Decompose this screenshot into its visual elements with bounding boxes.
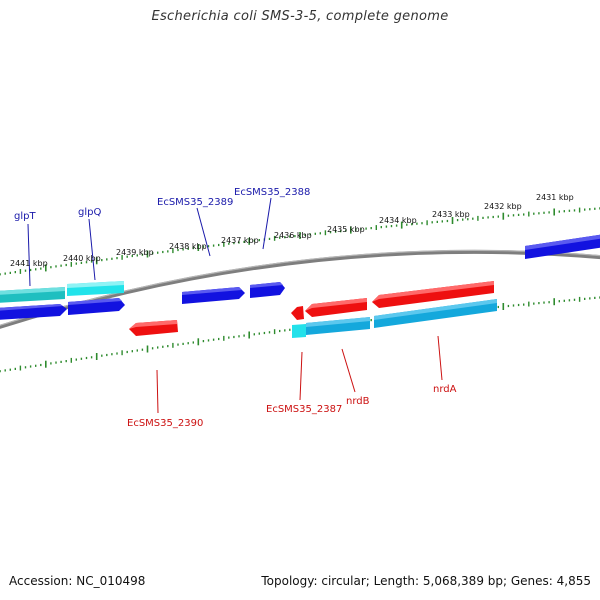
kbp-label: 2433 kbp (432, 210, 470, 219)
kbp-label-group: 2441 kbp 2440 kbp 2439 kbp 2438 kbp 2437… (10, 193, 574, 268)
kbp-label: 2436 kbp (274, 231, 312, 240)
accession-text: Accession: NC_010498 (9, 574, 146, 588)
nrdA-leader (437, 335, 443, 381)
forward-cds-track (0, 281, 124, 303)
label-leader-lines (27, 197, 443, 414)
reverse-cds-track (292, 299, 497, 338)
kbp-label: 2434 kbp (379, 216, 417, 225)
glpT-cds-shade (0, 287, 65, 295)
EcSMS35_2388-gene-shade (250, 282, 283, 288)
gene-label-EcSMS35_2389[interactable]: EcSMS35_2389 (157, 197, 233, 208)
kbp-label: 2432 kbp (484, 202, 522, 211)
glpT-leader (27, 223, 31, 287)
glpQ-gene-shade (68, 298, 122, 305)
nrdA-cds-shade (374, 299, 497, 320)
gene-label-glpT[interactable]: glpT (14, 211, 36, 222)
kbp-label: 2439 kbp (116, 248, 154, 257)
forward-gene-track (0, 234, 600, 320)
gene-label-nrdA[interactable]: nrdA (433, 384, 457, 395)
EcSMS35_2389-gene-shade (182, 287, 242, 295)
kbp-label: 2438 kbp (169, 242, 207, 251)
EcSMS35_2388-leader (262, 197, 272, 250)
glpQ-cds-shade (67, 281, 124, 288)
EcSMS35_2390-leader (156, 369, 159, 414)
nrdB-cds-shade (306, 317, 370, 327)
gene-label-EcSMS35_2388[interactable]: EcSMS35_2388 (234, 187, 310, 198)
reverse-gene-track (129, 281, 494, 336)
EcSMS35_2387-leader (299, 351, 303, 401)
kbp-label: 2435 kbp (327, 225, 365, 234)
kbp-label: 2441 kbp (10, 259, 48, 268)
nrdB-leader (341, 348, 356, 393)
kbp-label: 2437 kbp (221, 236, 259, 245)
nrdB-gene-shade (305, 298, 367, 311)
right-edge-gene-shade (525, 234, 600, 250)
glpQ-leader (88, 218, 96, 281)
gene-label-nrdB[interactable]: nrdB (346, 396, 370, 407)
gene-label-EcSMS35_2390[interactable]: EcSMS35_2390 (127, 418, 203, 429)
EcSMS35_2389-leader (196, 207, 211, 257)
EcSMS35_2387-gene-arrow[interactable] (291, 306, 304, 320)
nrdA-gene-shade (372, 281, 494, 302)
EcSMS35_2387-cds[interactable] (292, 324, 306, 338)
gene-label-glpQ[interactable]: glpQ (78, 207, 101, 218)
glpT-gene-shade (0, 304, 63, 311)
genome-summary-text: Topology: circular; Length: 5,068,389 bp… (261, 574, 591, 588)
map-title: Escherichia coli SMS-3-5, complete genom… (151, 9, 449, 24)
kbp-label: 2440 kbp (63, 254, 101, 263)
outer-tick-track (0, 207, 600, 276)
kbp-label: 2431 kbp (536, 193, 574, 202)
gene-label-group: glpT glpQ EcSMS35_2389 EcSMS35_2388 EcSM… (14, 187, 457, 429)
gene-label-EcSMS35_2387[interactable]: EcSMS35_2387 (266, 404, 342, 415)
EcSMS35_2390-gene-shade (129, 320, 177, 329)
